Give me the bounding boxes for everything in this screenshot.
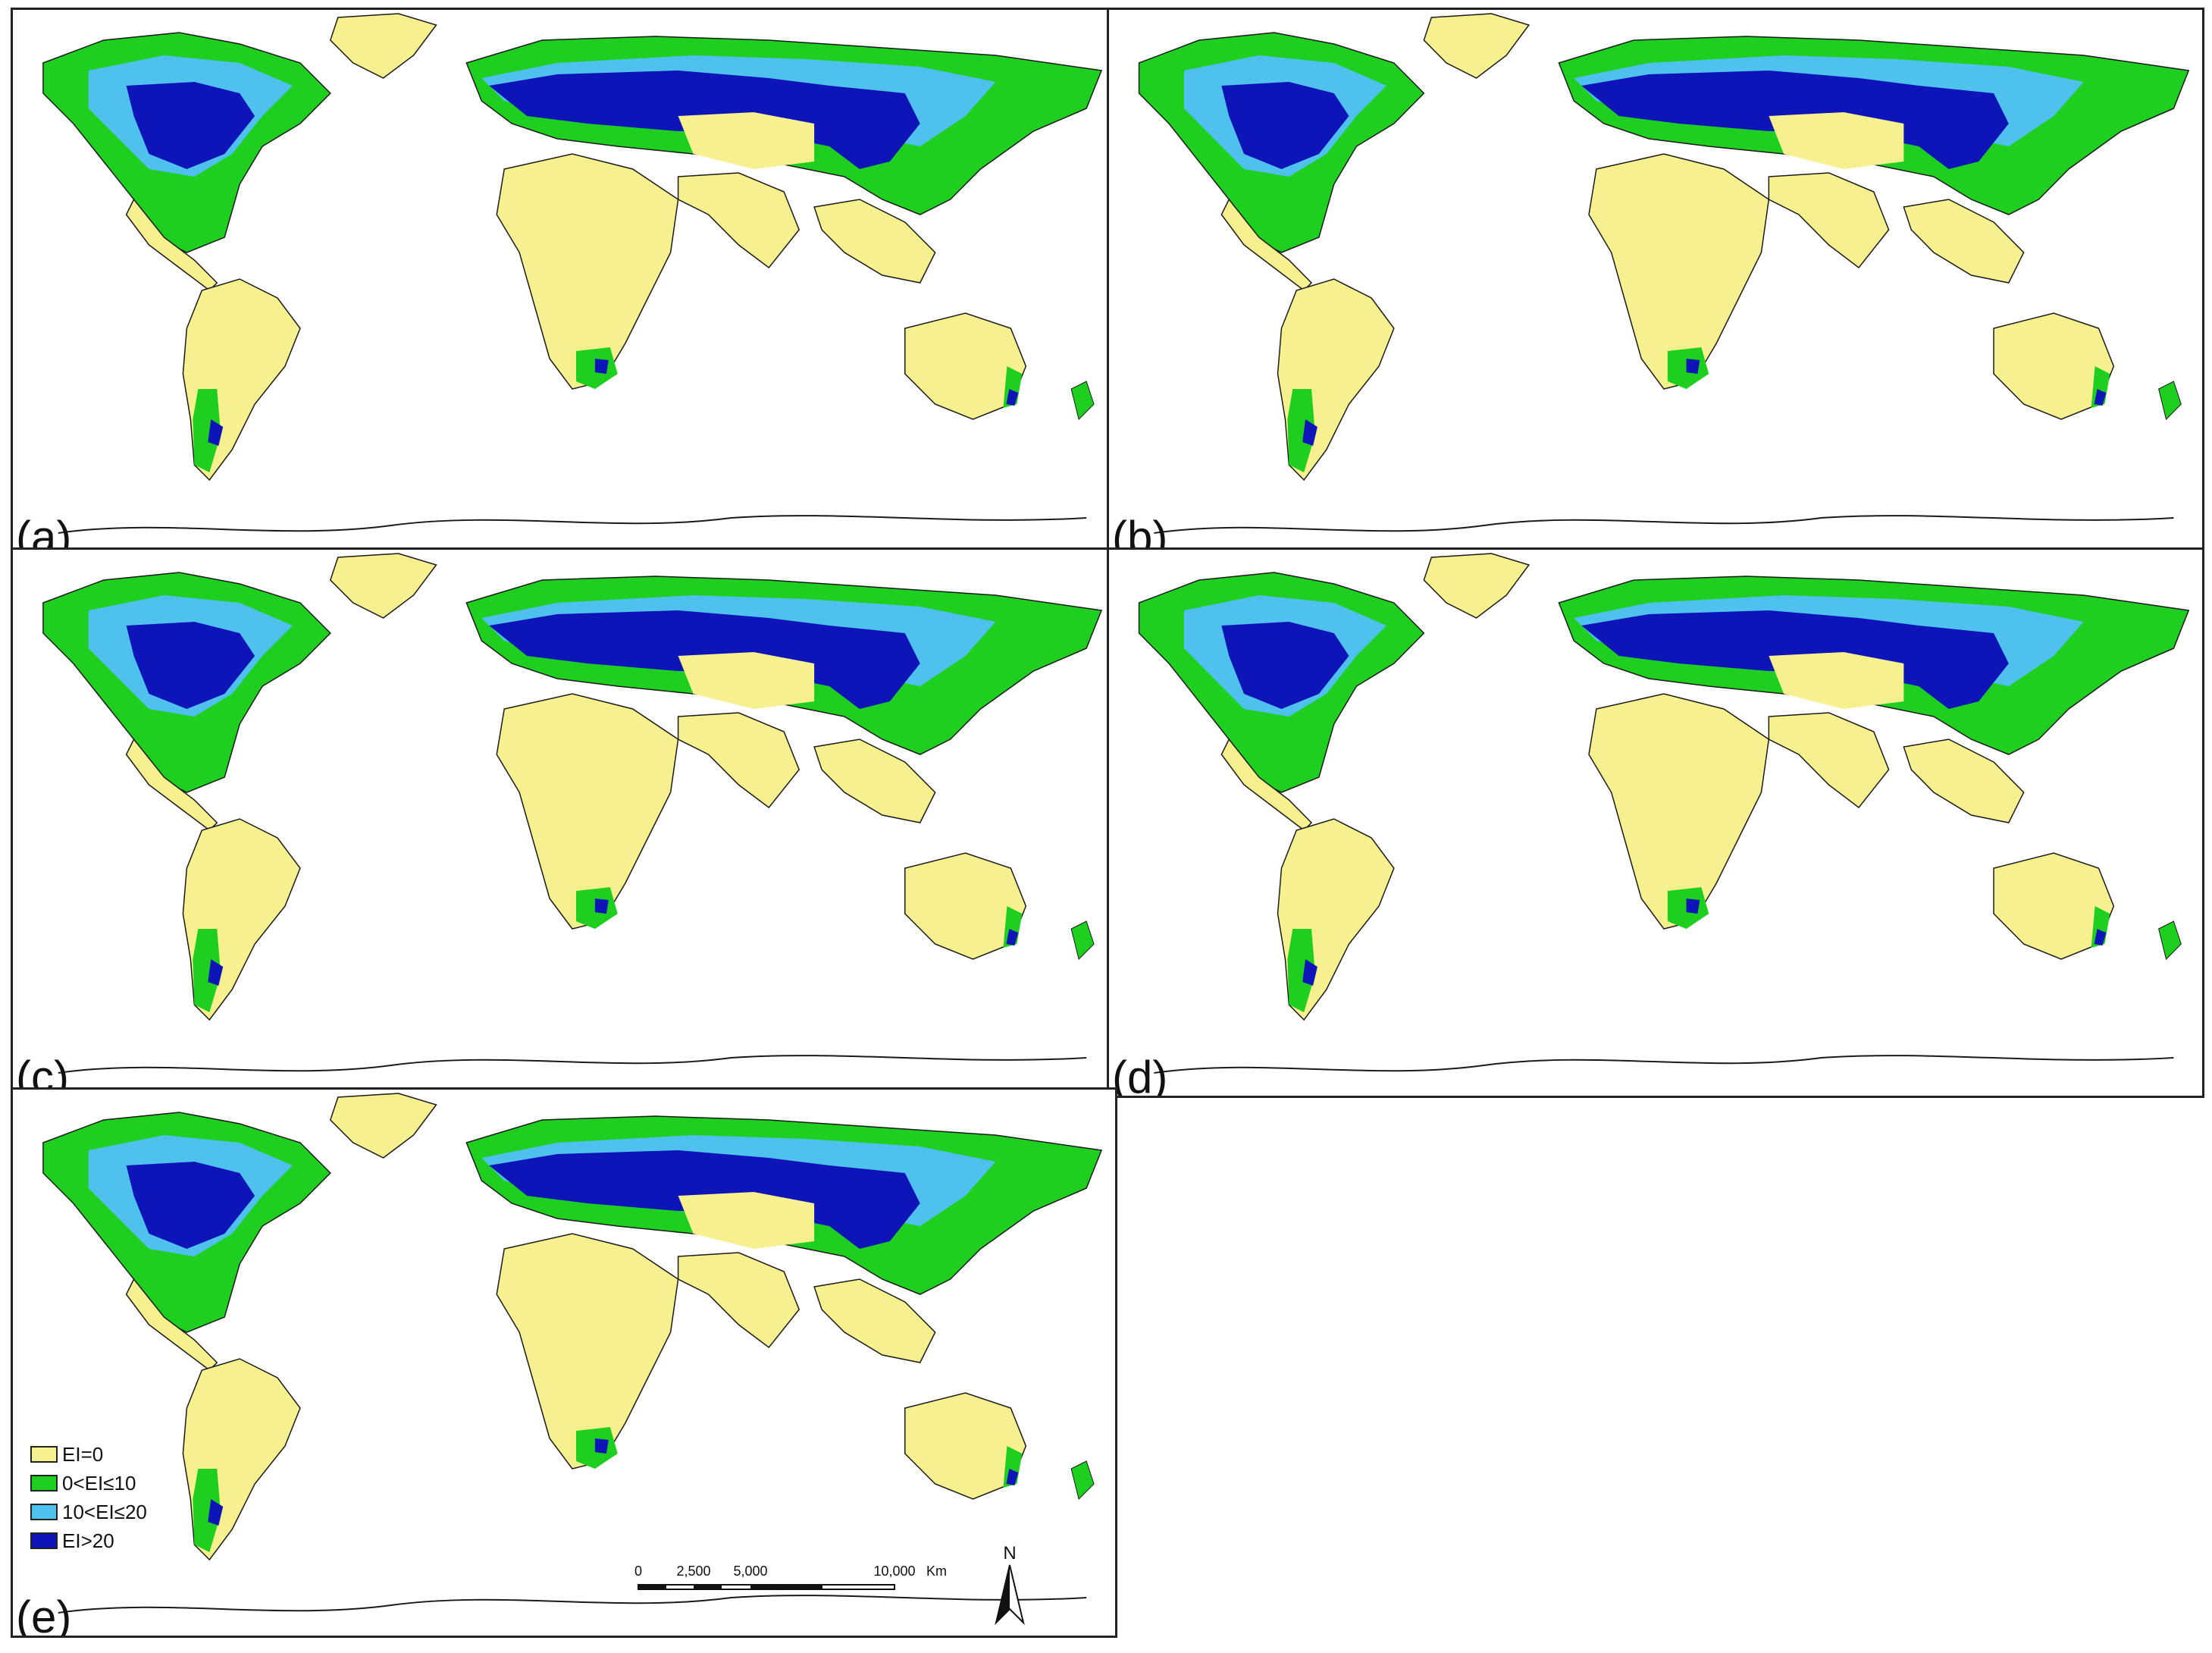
map-panel-b: (b) <box>1107 8 2204 558</box>
legend-label: 10<EI≤20 <box>62 1500 147 1523</box>
world-map-e <box>13 1090 1115 1636</box>
world-map-a <box>13 10 1115 556</box>
world-map-b <box>1109 10 2202 556</box>
legend-label: EI=0 <box>62 1442 104 1466</box>
legend-item: 0<EI≤10 <box>30 1470 147 1497</box>
north-label: N <box>1003 1543 1016 1564</box>
scale-tick-10000: 10,000 <box>873 1564 915 1579</box>
map-panel-e: (e) <box>11 1087 1117 1638</box>
legend-swatch <box>30 1504 58 1520</box>
legend-item: EI>20 <box>30 1527 147 1554</box>
scale-bar: 0 2,500 5,000 10,000 Km <box>634 1564 947 1590</box>
legend-swatch <box>30 1446 58 1463</box>
legend-item: 10<EI≤20 <box>30 1498 147 1526</box>
map-panel-d: (d) <box>1107 547 2204 1098</box>
legend-label: EI>20 <box>62 1529 114 1552</box>
legend-swatch <box>30 1532 58 1549</box>
map-panel-a: (a) <box>11 8 1117 558</box>
legend-item: EI=0 <box>30 1441 147 1468</box>
map-legend: EI=0 0<EI≤10 10<EI≤20 EI>20 <box>30 1441 147 1556</box>
map-panel-c: (c) <box>11 547 1117 1098</box>
north-arrow-icon: N <box>995 1543 1025 1626</box>
scale-tick-0: 0 <box>634 1564 642 1579</box>
scale-tick-5000: 5,000 <box>733 1564 767 1579</box>
scale-unit: Km <box>926 1564 947 1579</box>
world-map-c <box>13 550 1115 1096</box>
scale-tick-2500: 2,500 <box>676 1564 710 1579</box>
legend-swatch <box>30 1475 58 1491</box>
legend-label: 0<EI≤10 <box>62 1471 136 1495</box>
panel-label-e: (e) <box>16 1592 72 1638</box>
panel-label-d: (d) <box>1112 1052 1168 1098</box>
world-map-d <box>1109 550 2202 1096</box>
